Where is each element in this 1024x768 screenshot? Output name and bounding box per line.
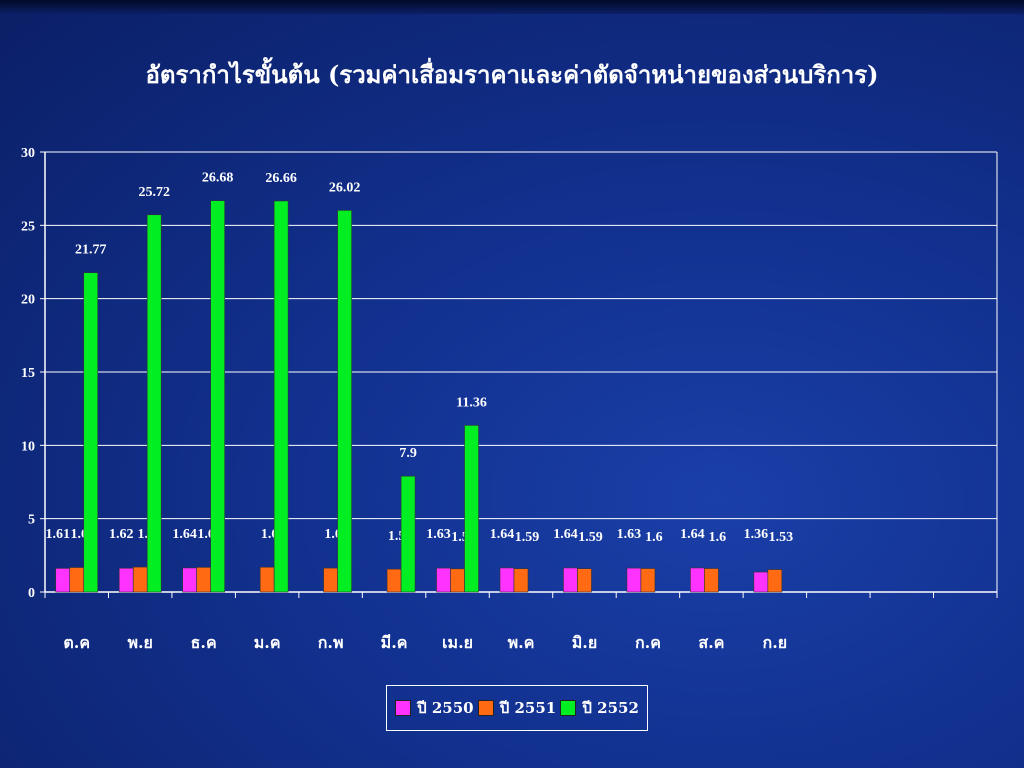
legend-item: ปี 2550 [395,696,474,720]
data-label: 1.6 [645,530,663,545]
bar-1-9 [563,567,578,593]
data-label: 1.6 [709,530,727,545]
y-tick-label: 0 [28,586,35,601]
chart-legend: ปี 2550 ปี 2551 ปี 2552 [386,685,648,731]
bar-3-7 [464,425,479,593]
data-label: 1.64 [680,527,705,542]
y-tick-label: 20 [21,293,35,308]
data-label: 11.36 [456,395,487,410]
data-label: 25.72 [138,185,170,200]
top-band [0,0,1024,14]
bar-2-11 [704,568,719,593]
legend-item: ปี 2551 [477,696,557,720]
bar-2-9 [577,568,592,593]
bar-2-6 [386,568,402,593]
bar-2-7 [450,568,465,593]
bar-1-11 [690,567,705,593]
x-tick-label: เม.ย [442,633,473,652]
bar-3-3 [210,200,225,593]
x-tick-label: ส.ค [698,633,724,652]
legend-item: ปี 2552 [560,696,639,720]
legend-swatch [477,700,494,716]
data-label: 1.53 [769,530,794,545]
bar-1-10 [626,567,642,593]
x-tick-label: ก.พ [318,633,344,652]
data-label: 1.64 [490,527,515,542]
data-label: 1.59 [515,530,540,545]
data-label: 1.61 [45,527,70,542]
bar-2-8 [513,568,529,593]
data-label: 7.9 [399,446,417,461]
data-label: 21.77 [75,243,107,258]
bar-2-2 [132,566,148,593]
bar-2-10 [640,568,656,593]
bar-3-4 [273,200,289,593]
bar-1-7 [436,567,451,593]
bar-3-6 [400,475,416,593]
bar-2-5 [323,567,338,593]
bar-2-3 [196,567,211,593]
data-label: 26.66 [265,171,297,186]
bar-2-4 [259,566,275,593]
legend-swatch [395,700,412,716]
bar-3-5 [337,210,352,593]
bar-2-1 [69,567,85,593]
x-tick-label: มิ.ย [572,633,598,652]
data-label: 1.59 [578,530,603,545]
x-tick-label: ม.ค [254,633,281,652]
y-tick-label: 15 [21,366,35,381]
bar-1-3 [182,567,197,593]
data-label: 1.63 [617,527,642,542]
data-label: 1.36 [744,527,769,542]
y-tick-label: 30 [21,146,35,161]
data-label: 26.02 [329,180,361,195]
x-tick-label: พ.ค [508,633,535,652]
x-tick-label: ก.ย [763,633,788,652]
legend-label: ปี 2551 [499,699,557,717]
y-tick-label: 25 [21,219,35,234]
bar-1-12 [753,571,769,593]
bar-2-12 [767,569,783,593]
bar-1-2 [118,567,134,593]
bar-1-8 [499,567,515,593]
y-tick-label: 5 [28,513,35,528]
data-label: 1.64 [553,527,578,542]
data-label: 1.62 [109,527,134,542]
bar-3-2 [146,214,162,593]
x-tick-label: พ.ย [127,633,153,652]
legend-label: ปี 2552 [582,699,639,717]
data-label: 1.63 [426,527,451,542]
legend-label: ปี 2550 [417,699,474,717]
bar-3-1 [83,272,99,593]
data-label: 26.68 [202,171,234,186]
legend-swatch [560,700,577,716]
data-label: 1.64 [172,527,197,542]
chart-title: อัตรากำไรขั้นต้น (รวมค่าเสื่อมราคาและค่า… [145,60,879,89]
x-tick-label: ต.ค [63,633,90,652]
x-tick-label: มี.ค [381,633,408,652]
x-tick-label: ธ.ค [191,633,217,652]
x-tick-label: ก.ค [635,633,661,652]
bar-1-1 [55,568,71,593]
y-tick-label: 10 [21,439,35,454]
